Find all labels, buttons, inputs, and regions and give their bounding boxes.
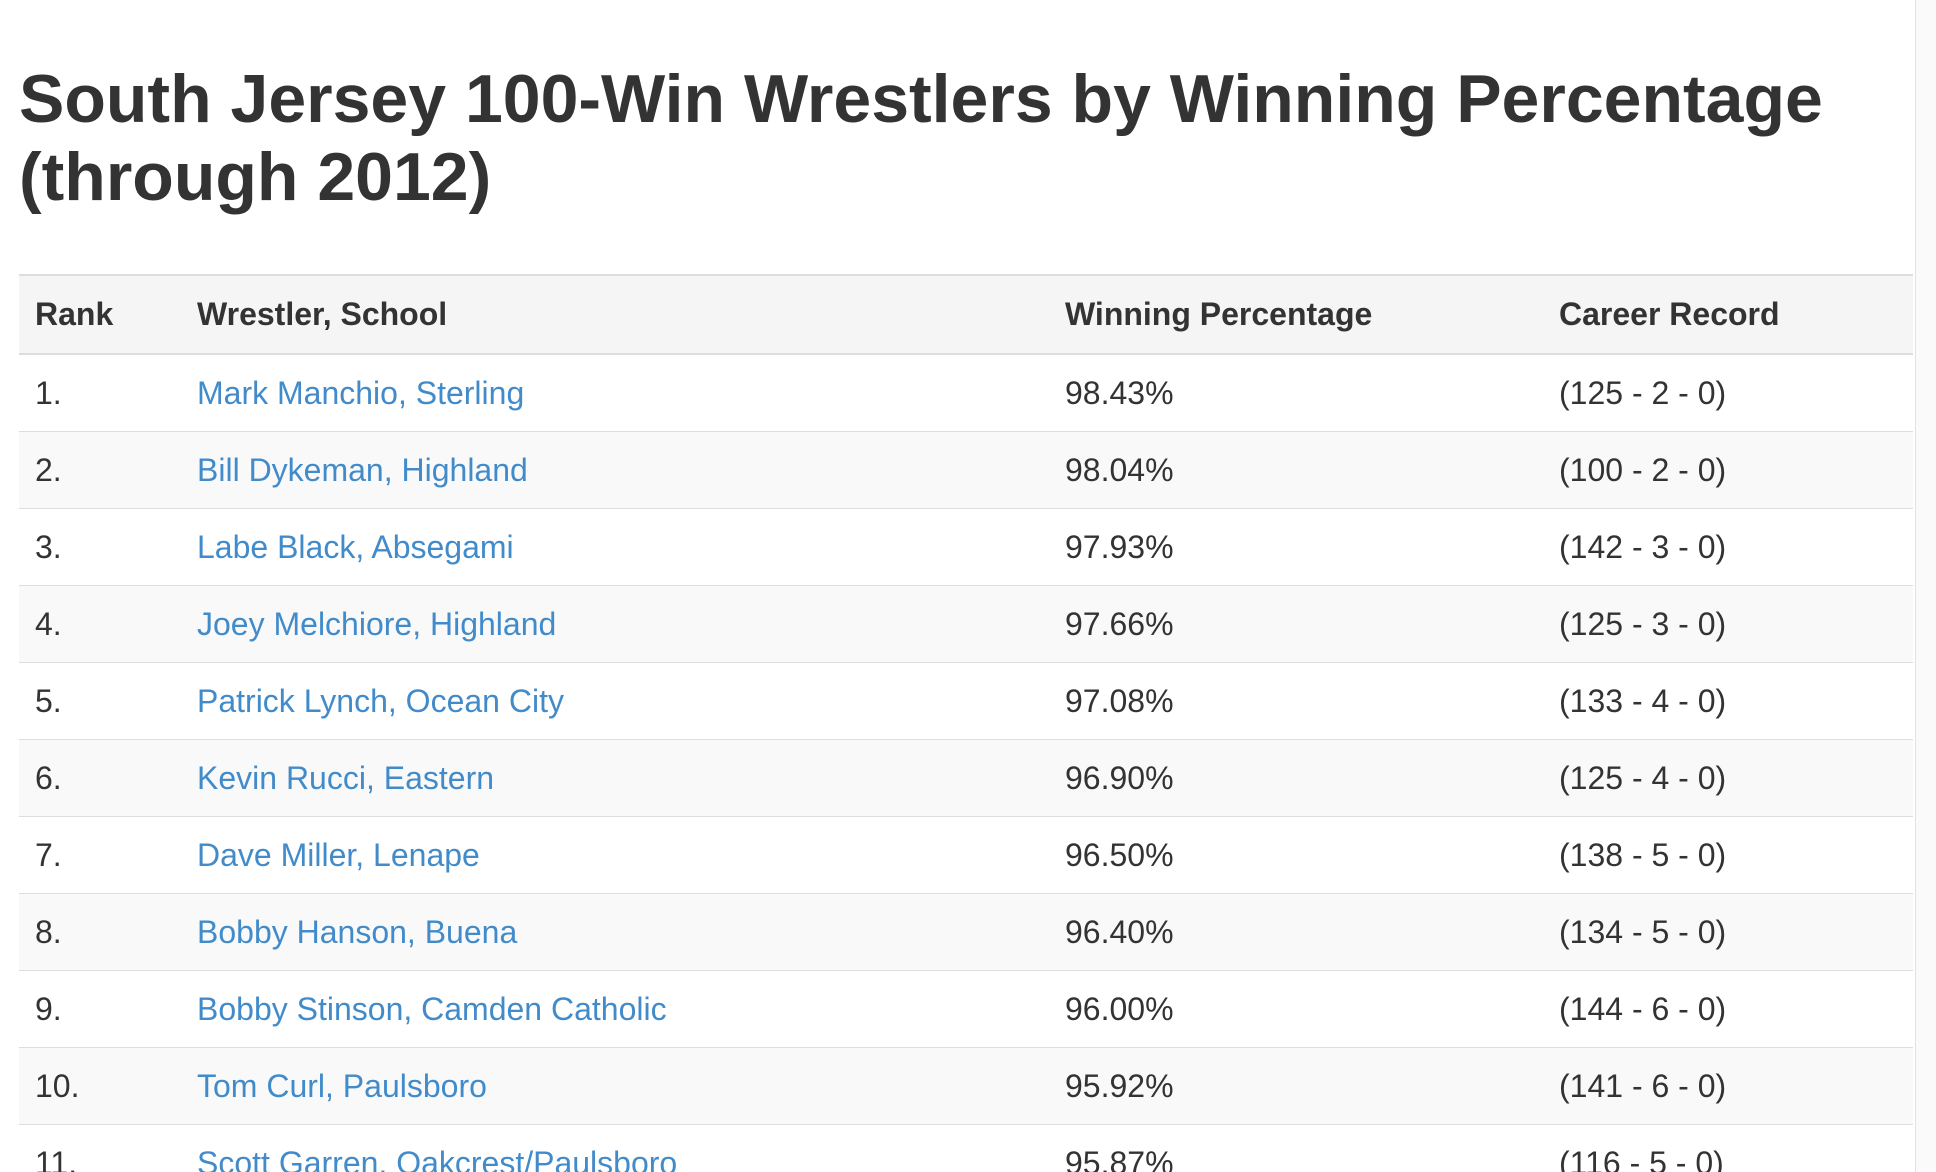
career-record-column-header: Career Record <box>1543 275 1913 355</box>
winning-percentage-cell: 95.87% <box>1049 1124 1543 1172</box>
rank-cell: 11. <box>19 1124 181 1172</box>
table-row: 3. Labe Black, Absegami 97.93% (142 - 3 … <box>19 508 1913 586</box>
table-row: 8. Bobby Hanson, Buena 96.40% (134 - 5 -… <box>19 893 1913 971</box>
table-row: 4. Joey Melchiore, Highland 97.66% (125 … <box>19 585 1913 663</box>
table-row: 6. Kevin Rucci, Eastern 96.90% (125 - 4 … <box>19 739 1913 817</box>
rank-cell: 7. <box>19 816 181 894</box>
wrestler-link[interactable]: Scott Garren, Oakcrest/Paulsboro <box>197 1144 678 1172</box>
career-record-cell: (133 - 4 - 0) <box>1543 662 1913 740</box>
table-row: 7. Dave Miller, Lenape 96.50% (138 - 5 -… <box>19 816 1913 894</box>
career-record-cell: (144 - 6 - 0) <box>1543 970 1913 1048</box>
winning-percentage-cell: 96.50% <box>1049 816 1543 894</box>
career-record-cell: (142 - 3 - 0) <box>1543 508 1913 586</box>
wrestler-cell: Scott Garren, Oakcrest/Paulsboro <box>181 1124 1049 1172</box>
career-record-cell: (125 - 2 - 0) <box>1543 354 1913 432</box>
rank-cell: 8. <box>19 893 181 971</box>
career-record-cell: (125 - 3 - 0) <box>1543 585 1913 663</box>
table-row: 10. Tom Curl, Paulsboro 95.92% (141 - 6 … <box>19 1047 1913 1125</box>
wrestler-link[interactable]: Bobby Hanson, Buena <box>197 913 518 950</box>
winning-percentage-cell: 96.40% <box>1049 893 1543 971</box>
career-record-cell: (134 - 5 - 0) <box>1543 893 1913 971</box>
page-title: South Jersey 100-Win Wrestlers by Winnin… <box>19 61 1823 215</box>
rank-cell: 2. <box>19 431 181 509</box>
wrestler-cell: Labe Black, Absegami <box>181 508 1049 586</box>
rank-cell: 9. <box>19 970 181 1048</box>
rank-cell: 5. <box>19 662 181 740</box>
winning-percentage-cell: 97.66% <box>1049 585 1543 663</box>
table-row: 5. Patrick Lynch, Ocean City 97.08% (133… <box>19 662 1913 740</box>
rank-cell: 3. <box>19 508 181 586</box>
wrestler-link[interactable]: Mark Manchio, Sterling <box>197 374 525 411</box>
wrestler-cell: Patrick Lynch, Ocean City <box>181 662 1049 740</box>
wrestler-link[interactable]: Tom Curl, Paulsboro <box>197 1067 487 1104</box>
wrestler-link[interactable]: Bill Dykeman, Highland <box>197 451 528 488</box>
wrestler-cell: Dave Miller, Lenape <box>181 816 1049 894</box>
wrestler-cell: Bill Dykeman, Highland <box>181 431 1049 509</box>
wrestler-column-header: Wrestler, School <box>181 275 1049 355</box>
career-record-cell: (116 - 5 - 0) <box>1543 1124 1913 1172</box>
wrestler-link[interactable]: Bobby Stinson, Camden Catholic <box>197 990 667 1027</box>
table-row: 9. Bobby Stinson, Camden Catholic 96.00%… <box>19 970 1913 1048</box>
winning-percentage-cell: 96.90% <box>1049 739 1543 817</box>
rank-cell: 4. <box>19 585 181 663</box>
winning-percentage-cell: 98.43% <box>1049 354 1543 432</box>
vertical-scrollbar[interactable] <box>1915 0 1936 1172</box>
table-body: 1. Mark Manchio, Sterling 98.43% (125 - … <box>19 354 1913 1172</box>
wrestler-link[interactable]: Joey Melchiore, Highland <box>197 605 557 642</box>
wrestler-cell: Bobby Hanson, Buena <box>181 893 1049 971</box>
header-row: Rank Wrestler, School Winning Percentage… <box>19 275 1913 355</box>
wrestler-cell: Mark Manchio, Sterling <box>181 354 1049 432</box>
winning-percentage-cell: 97.08% <box>1049 662 1543 740</box>
rank-cell: 10. <box>19 1047 181 1125</box>
table-header: Rank Wrestler, School Winning Percentage… <box>19 275 1913 355</box>
career-record-cell: (138 - 5 - 0) <box>1543 816 1913 894</box>
career-record-cell: (100 - 2 - 0) <box>1543 431 1913 509</box>
main-content: South Jersey 100-Win Wrestlers by Winnin… <box>19 0 1913 1172</box>
wrestler-link[interactable]: Kevin Rucci, Eastern <box>197 759 495 796</box>
wrestler-cell: Tom Curl, Paulsboro <box>181 1047 1049 1125</box>
wrestler-cell: Kevin Rucci, Eastern <box>181 739 1049 817</box>
wrestler-cell: Joey Melchiore, Highland <box>181 585 1049 663</box>
rank-column-header: Rank <box>19 275 181 355</box>
winning-percentage-cell: 95.92% <box>1049 1047 1543 1125</box>
rank-cell: 1. <box>19 354 181 432</box>
winning-percentage-cell: 97.93% <box>1049 508 1543 586</box>
winning-percentage-cell: 98.04% <box>1049 431 1543 509</box>
table-row: 1. Mark Manchio, Sterling 98.43% (125 - … <box>19 354 1913 432</box>
career-record-cell: (125 - 4 - 0) <box>1543 739 1913 817</box>
wrestler-cell: Bobby Stinson, Camden Catholic <box>181 970 1049 1048</box>
wrestler-link[interactable]: Patrick Lynch, Ocean City <box>197 682 564 719</box>
wrestler-link[interactable]: Dave Miller, Lenape <box>197 836 480 873</box>
rankings-table: Rank Wrestler, School Winning Percentage… <box>19 274 1913 1172</box>
table-row: 11. Scott Garren, Oakcrest/Paulsboro 95.… <box>19 1124 1913 1172</box>
career-record-cell: (141 - 6 - 0) <box>1543 1047 1913 1125</box>
winning-percentage-cell: 96.00% <box>1049 970 1543 1048</box>
wrestler-link[interactable]: Labe Black, Absegami <box>197 528 514 565</box>
table-row: 2. Bill Dykeman, Highland 98.04% (100 - … <box>19 431 1913 509</box>
rank-cell: 6. <box>19 739 181 817</box>
winning-percentage-column-header: Winning Percentage <box>1049 275 1543 355</box>
